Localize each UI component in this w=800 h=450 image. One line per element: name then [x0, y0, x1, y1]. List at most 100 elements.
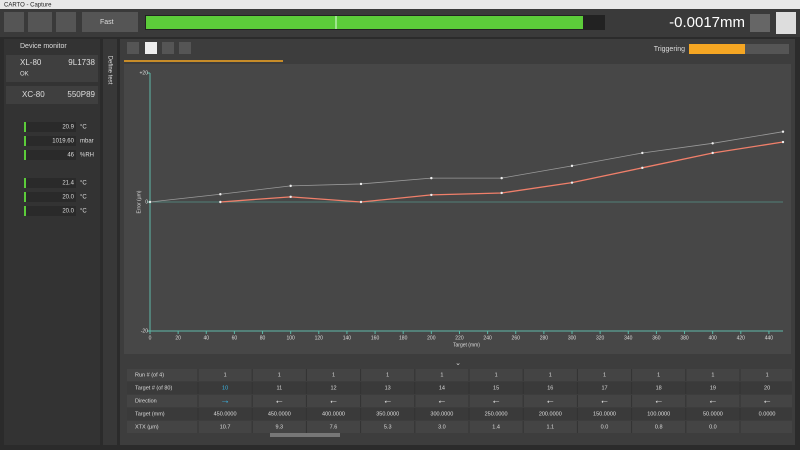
- data-point: [289, 184, 292, 188]
- readout: -0.0017mm: [669, 14, 745, 31]
- compensator-card: [6, 86, 98, 104]
- panel-title: Device monitor: [20, 43, 67, 50]
- x-tick-label: 340: [624, 335, 633, 341]
- sensor-unit: %RH: [80, 153, 94, 159]
- sensor-value: 1019.60: [52, 139, 74, 145]
- data-point: [289, 195, 292, 199]
- x-tick-label: 380: [680, 335, 689, 341]
- sensor-indicator: [24, 206, 26, 216]
- sensor-indicator: [24, 150, 26, 160]
- device-panel: [4, 39, 100, 445]
- data-point: [219, 200, 222, 204]
- y-tick-label: +20: [140, 70, 149, 76]
- table-cell: 1: [657, 372, 660, 378]
- table-cell: ←: [437, 396, 447, 407]
- save-button[interactable]: [162, 42, 174, 54]
- print-button[interactable]: [179, 42, 191, 54]
- row-header: Direction: [135, 398, 157, 404]
- table-cell: 0.0000: [759, 411, 776, 417]
- x-tick-label: 440: [765, 335, 774, 341]
- collapse-chevron[interactable]: ⌄: [455, 360, 461, 367]
- data-point: [359, 200, 363, 204]
- table-cell: ←: [545, 396, 555, 407]
- table-cell: 18: [656, 385, 662, 391]
- sensor-value: 20.0: [62, 195, 74, 201]
- x-tick-label: 300: [568, 335, 577, 341]
- table-cell: 0.0: [709, 424, 717, 430]
- sensor-unit: °C: [80, 125, 87, 131]
- table-cell: 50.0000: [703, 411, 723, 417]
- data-point: [570, 181, 574, 184]
- data-point: [500, 176, 503, 180]
- x-tick-label: 120: [315, 335, 324, 341]
- define-test-tab[interactable]: [103, 39, 117, 445]
- table-cell: 350.0000: [376, 411, 399, 417]
- zoom-button[interactable]: [750, 14, 770, 32]
- data-point: [430, 193, 433, 197]
- sensor-unit: °C: [80, 209, 87, 215]
- chart-area: [124, 64, 791, 354]
- data-point: [641, 166, 644, 170]
- table-cell: ←: [274, 396, 284, 407]
- sensor-box: [24, 136, 76, 146]
- table-cell: 20: [764, 385, 770, 391]
- table-cell: ←: [654, 396, 664, 407]
- row-header: Run # (of 4): [135, 372, 164, 378]
- speed-select[interactable]: [82, 12, 138, 32]
- sensor-indicator: [24, 136, 26, 146]
- sensor-value: 21.4: [62, 181, 74, 187]
- table-cell: 7.6: [330, 424, 338, 430]
- table-cell: 1: [332, 372, 335, 378]
- laser-name: XL-80: [20, 58, 42, 67]
- compensator-name: XC-80: [22, 90, 45, 99]
- table-cell: 1: [386, 372, 389, 378]
- stop-button[interactable]: [145, 42, 157, 54]
- table-cell: 17: [601, 385, 607, 391]
- tool-button[interactable]: [28, 12, 52, 32]
- series-line: [149, 131, 784, 203]
- data-point: [219, 193, 222, 196]
- x-tick-label: 140: [343, 335, 352, 341]
- table-scrollbar[interactable]: [270, 433, 340, 437]
- target-button[interactable]: [56, 12, 76, 32]
- data-point: [641, 151, 644, 155]
- sensor-indicator: [24, 122, 26, 132]
- table-cell: 1.4: [492, 424, 500, 430]
- table-cell: 12: [330, 385, 336, 391]
- table-row: [127, 421, 792, 433]
- x-tick-label: 280: [540, 335, 549, 341]
- x-tick-label: 400: [708, 335, 717, 341]
- table-cell: 1: [224, 372, 227, 378]
- table-cell: 11: [276, 385, 282, 391]
- y-tick-label: -20: [141, 328, 148, 334]
- table-cell: ←: [708, 396, 718, 407]
- table-cell: ←: [762, 396, 772, 407]
- x-tick-label: 360: [652, 335, 661, 341]
- sensor-box: [24, 122, 76, 132]
- table-row: [127, 408, 792, 420]
- y-tick-label: 0: [145, 199, 148, 205]
- laser-serial: 9L1738: [68, 58, 95, 67]
- laser-status: OK: [20, 72, 29, 78]
- table-cell: 1: [440, 372, 443, 378]
- table-cell: 450.0000: [268, 411, 291, 417]
- menu-button[interactable]: [776, 12, 796, 34]
- table-cell: 3.0: [438, 424, 446, 430]
- x-tick-label: 260: [512, 335, 521, 341]
- row-header: Target # (of 80): [135, 385, 172, 391]
- data-point: [570, 164, 574, 168]
- home-button[interactable]: [4, 12, 24, 32]
- sensor-unit: °C: [80, 181, 87, 187]
- table-cell: ←: [491, 396, 501, 407]
- table-cell: 300.0000: [430, 411, 453, 417]
- data-point: [500, 191, 503, 195]
- table-cell: 1: [766, 372, 769, 378]
- sensor-indicator: [24, 178, 26, 188]
- x-tick-label: 80: [260, 335, 266, 341]
- sensor-value: 46: [67, 153, 74, 159]
- table-cell: 15: [493, 385, 499, 391]
- table-cell: 100.0000: [647, 411, 670, 417]
- table-cell: 400.0000: [322, 411, 345, 417]
- play-button[interactable]: [127, 42, 139, 54]
- compensator-serial: 550P89: [67, 90, 95, 99]
